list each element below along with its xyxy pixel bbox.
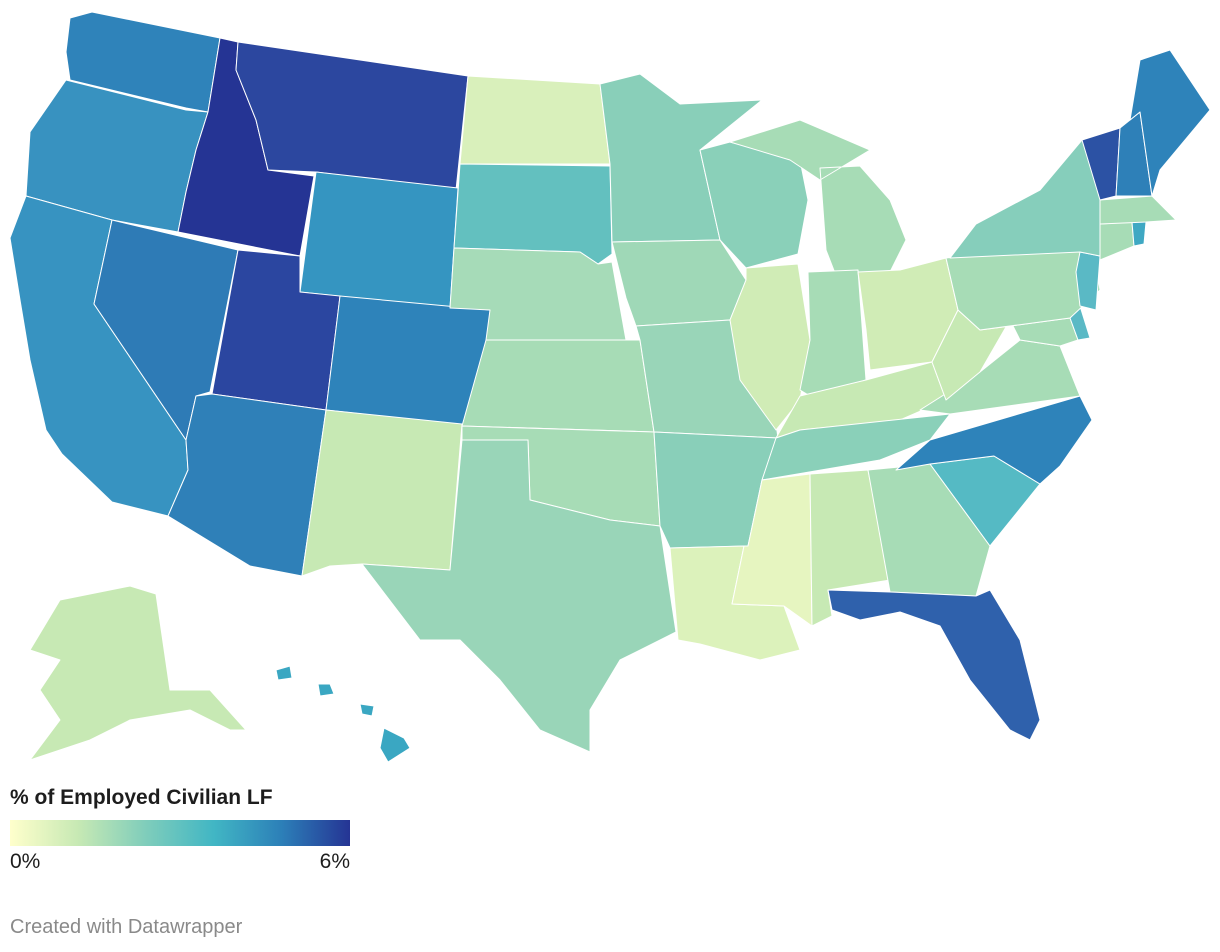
state-north-carolina[interactable] (895, 395, 1093, 485)
state-indiana[interactable] (799, 269, 867, 397)
legend-color-scale (10, 820, 350, 846)
state-michigan[interactable] (729, 119, 907, 287)
state-hawaii[interactable] (275, 665, 411, 763)
state-massachusetts[interactable] (1099, 195, 1177, 225)
state-new-jersey[interactable] (1075, 251, 1101, 311)
state-arizona[interactable] (167, 393, 327, 577)
state-illinois[interactable] (729, 263, 811, 431)
state-kansas[interactable] (461, 339, 655, 433)
state-new-mexico[interactable] (301, 409, 463, 577)
state-new-york[interactable] (949, 139, 1101, 259)
state-wyoming[interactable] (299, 171, 459, 309)
legend-max-label: 6% (319, 850, 350, 873)
state-north-dakota[interactable] (459, 75, 611, 165)
state-florida[interactable] (827, 589, 1041, 741)
state-maine[interactable] (1129, 49, 1211, 197)
state-texas[interactable] (361, 439, 677, 753)
legend-min-label: 0% (10, 850, 41, 873)
state-montana[interactable] (235, 41, 469, 191)
us-choropleth-map (9, 11, 1211, 763)
legend-title: % of Employed Civilian LF (10, 786, 273, 809)
state-alaska[interactable] (29, 585, 247, 761)
state-rhode-island[interactable] (1131, 221, 1147, 247)
state-iowa[interactable] (611, 239, 747, 327)
state-colorado[interactable] (325, 295, 491, 429)
state-connecticut[interactable] (1099, 221, 1135, 261)
datawrapper-credit[interactable]: Created with Datawrapper (10, 916, 243, 938)
state-washington[interactable] (65, 11, 221, 113)
